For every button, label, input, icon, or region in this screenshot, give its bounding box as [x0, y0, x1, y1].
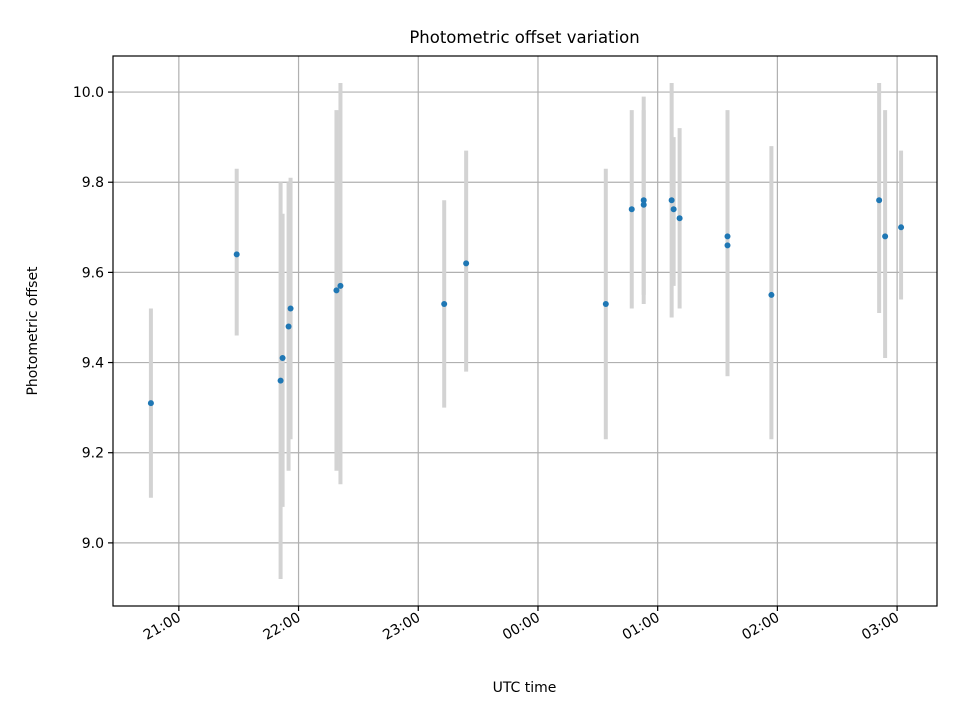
x-axis-label: UTC time: [493, 680, 557, 696]
data-point: [463, 260, 470, 267]
data-point: [147, 400, 154, 407]
data-point: [668, 197, 675, 204]
y-axis-ticks: 9.0 9.2 9.4 9.6 9.8 10.0: [73, 85, 113, 552]
data-point: [337, 282, 344, 289]
data-point: [640, 197, 647, 204]
data-point: [287, 305, 294, 312]
data-point: [724, 233, 731, 240]
data-point: [768, 291, 775, 298]
data-point: [640, 201, 647, 208]
data-points: [147, 197, 905, 407]
data-point: [882, 233, 889, 240]
data-point: [233, 251, 240, 258]
data-point: [277, 377, 284, 384]
y-tick-label: 9.2: [82, 446, 104, 462]
data-point: [285, 323, 292, 330]
chart-title: Photometric offset variation: [409, 28, 639, 47]
y-tick-label: 9.6: [82, 265, 104, 281]
data-point: [670, 206, 677, 213]
data-point: [279, 355, 286, 362]
data-point: [441, 300, 448, 307]
data-point: [628, 206, 635, 213]
data-point: [876, 197, 883, 204]
y-tick-label: 9.0: [82, 536, 104, 552]
grid: [113, 56, 937, 606]
data-point: [333, 287, 340, 294]
plot-frame: [112, 55, 938, 607]
data-point: [676, 215, 683, 222]
y-tick-label: 10.0: [73, 85, 104, 101]
data-point: [724, 242, 731, 249]
data-point: [602, 300, 609, 307]
y-tick-label: 9.4: [82, 356, 104, 372]
data-point: [898, 224, 905, 231]
y-tick-label: 9.8: [82, 175, 104, 191]
y-axis-label: Photometric offset: [25, 266, 41, 396]
